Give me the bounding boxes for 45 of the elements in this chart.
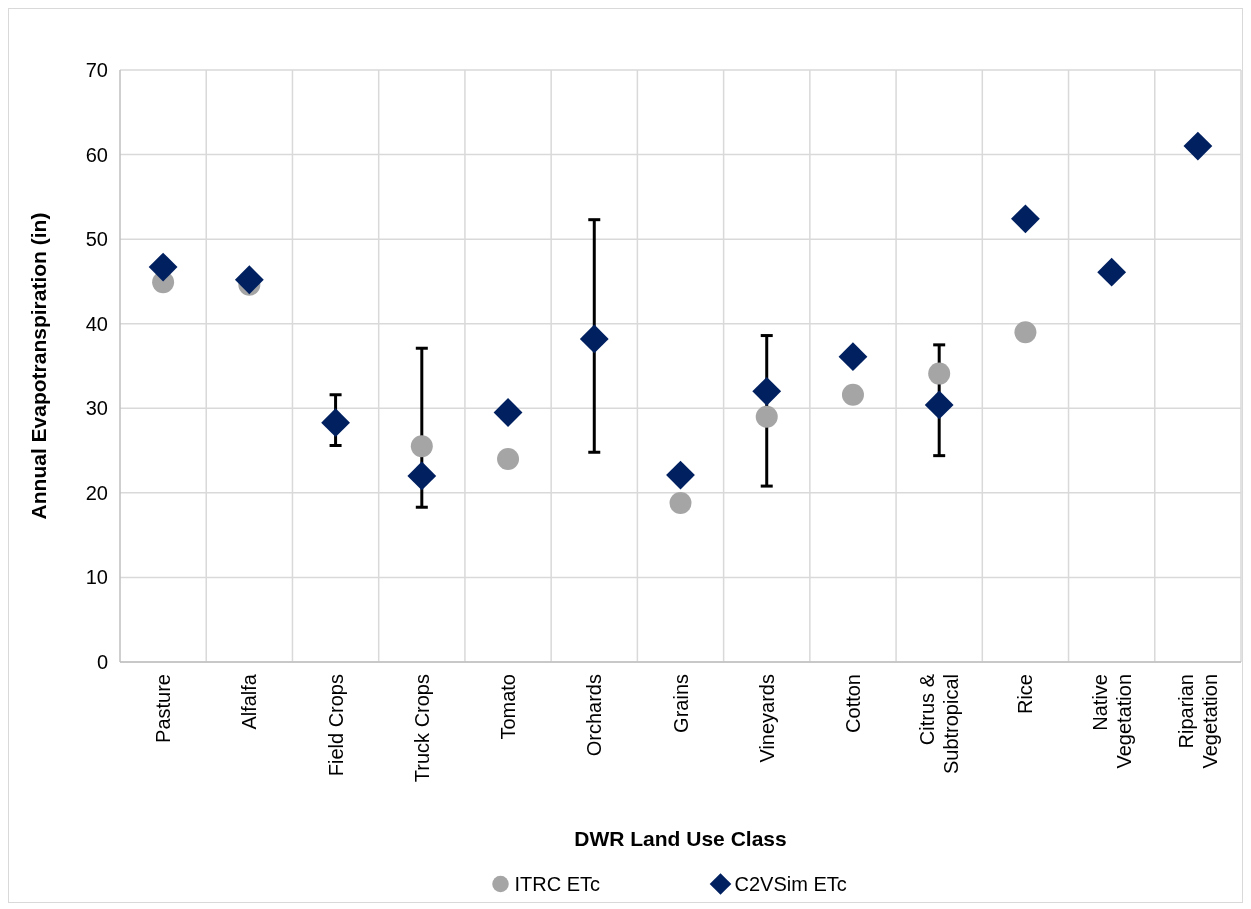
y-tick-label: 30 (85, 397, 108, 420)
y-tick-label: 70 (85, 59, 108, 81)
point (579, 324, 609, 354)
y-tick-label: 50 (85, 228, 108, 251)
point (148, 252, 178, 282)
y-tick-label: 10 (85, 566, 108, 589)
x-tick-label: Orchards (583, 674, 606, 757)
x-tick-label: Alfalfa (238, 673, 261, 730)
point (1097, 257, 1127, 287)
legend-label: C2VSim ETc (734, 873, 847, 895)
point (1183, 131, 1213, 161)
x-tick-label: Grains (669, 674, 692, 733)
y-axis-title: Annual Evapotranspiration (in) (27, 212, 50, 520)
point (752, 376, 782, 406)
x-tick-label: Field Crops (324, 674, 347, 777)
point (841, 383, 864, 406)
y-tick-label: 40 (85, 312, 108, 335)
x-axis-title: DWR Land Use Class (574, 827, 787, 850)
x-tick-label: Vineyards (755, 674, 778, 763)
point (234, 265, 264, 295)
point (924, 390, 954, 420)
point (838, 342, 868, 372)
x-tick-label: Cotton (841, 674, 864, 733)
point (755, 405, 778, 428)
x-tick-label: Rice (1014, 674, 1037, 715)
point (928, 362, 951, 385)
x-tick-label: Truck Crops (410, 674, 433, 783)
point (407, 461, 437, 491)
point (410, 435, 433, 458)
point (321, 408, 350, 438)
point (493, 398, 523, 427)
y-tick-label: 0 (96, 651, 108, 673)
x-tick-label: Native Vegetation (1088, 674, 1135, 769)
legend-label: ITRC ETc (514, 873, 601, 895)
y-tick-label: 60 (85, 143, 108, 166)
point (497, 448, 520, 471)
y-tick-label: 20 (85, 481, 108, 504)
point (669, 492, 692, 515)
x-tick-label: Riparian Vegetation (1174, 674, 1221, 769)
point (1011, 204, 1040, 234)
x-tick-label: Citrus & Subtropical (916, 673, 963, 775)
x-tick-label: Tomato (497, 674, 520, 740)
point (1014, 321, 1037, 344)
point (666, 460, 695, 490)
x-tick-label: Pasture (152, 674, 175, 743)
